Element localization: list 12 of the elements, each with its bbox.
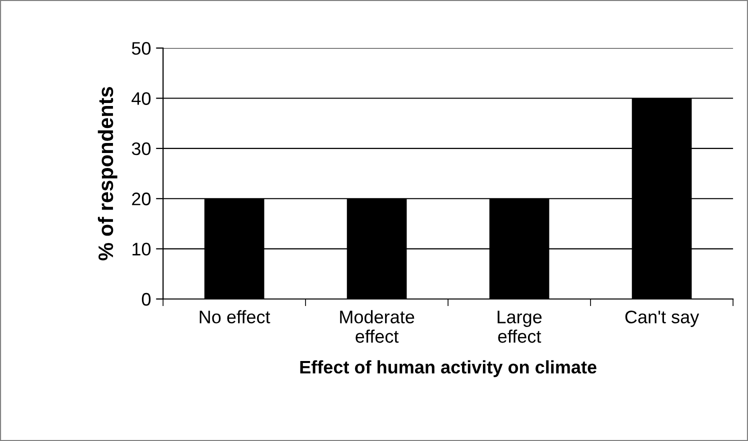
y-tick-label: 40	[132, 92, 151, 105]
y-tick-label: 30	[132, 142, 151, 156]
x-tick-label: Can't say	[625, 310, 700, 327]
y-tick-label: 10	[132, 242, 151, 256]
y-tick-label: 20	[132, 192, 151, 206]
y-tick-label: 50	[132, 42, 151, 55]
x-tick-label: Moderate effect	[340, 310, 414, 343]
y-axis-title: % of respondents	[98, 86, 118, 260]
x-tick-label: Large effect	[498, 310, 542, 343]
y-tick-label: 0	[142, 292, 151, 306]
x-axis-title: Effect of human activity on climate	[300, 360, 596, 378]
x-tick-label: No effect	[200, 310, 270, 324]
